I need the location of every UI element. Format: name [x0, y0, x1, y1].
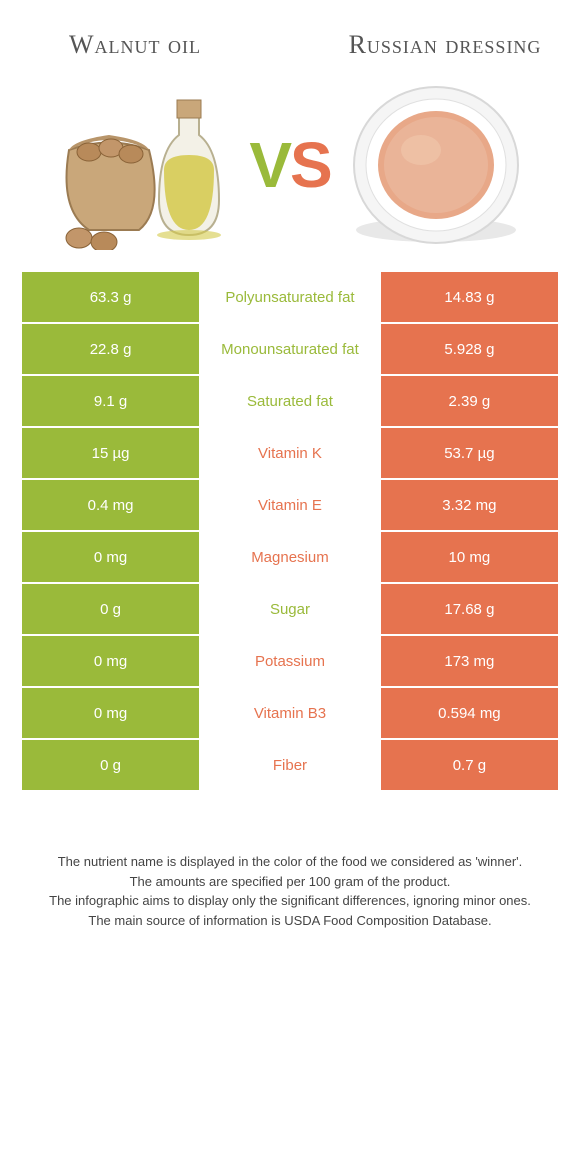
- table-row: 15 µgVitamin K53.7 µg: [21, 427, 559, 479]
- nutrient-label: Vitamin E: [200, 479, 380, 531]
- table-row: 0.4 mgVitamin E3.32 mg: [21, 479, 559, 531]
- table-row: 9.1 gSaturated fat2.39 g: [21, 375, 559, 427]
- footer-notes: The nutrient name is displayed in the co…: [0, 792, 580, 960]
- vs-v: V: [249, 129, 290, 201]
- vs-s: S: [290, 129, 331, 201]
- right-value: 173 mg: [380, 635, 559, 687]
- left-value: 0 mg: [21, 687, 200, 739]
- left-value: 0 mg: [21, 635, 200, 687]
- right-value: 0.7 g: [380, 739, 559, 791]
- right-value: 5.928 g: [380, 323, 559, 375]
- nutrient-label: Magnesium: [200, 531, 380, 583]
- footer-line-4: The main source of information is USDA F…: [40, 911, 540, 931]
- left-value: 15 µg: [21, 427, 200, 479]
- nutrient-label: Fiber: [200, 739, 380, 791]
- header-row: Walnut oil Russian dressing: [0, 0, 580, 70]
- left-value: 0 mg: [21, 531, 200, 583]
- walnut-oil-icon: [49, 80, 239, 250]
- nutrient-label: Vitamin K: [200, 427, 380, 479]
- table-row: 0 gFiber0.7 g: [21, 739, 559, 791]
- table-row: 0 gSugar17.68 g: [21, 583, 559, 635]
- right-value: 17.68 g: [380, 583, 559, 635]
- left-value: 63.3 g: [21, 271, 200, 323]
- vs-label: VS: [249, 128, 330, 202]
- right-value: 10 mg: [380, 531, 559, 583]
- left-value: 0 g: [21, 583, 200, 635]
- nutrient-label: Vitamin B3: [200, 687, 380, 739]
- nutrient-label: Saturated fat: [200, 375, 380, 427]
- nutrient-label: Potassium: [200, 635, 380, 687]
- title-right: Russian dressing: [330, 30, 560, 60]
- images-row: VS: [0, 70, 580, 270]
- table-row: 0 mgVitamin B30.594 mg: [21, 687, 559, 739]
- left-value: 22.8 g: [21, 323, 200, 375]
- russian-dressing-icon: [341, 80, 531, 250]
- right-value: 14.83 g: [380, 271, 559, 323]
- left-value: 0 g: [21, 739, 200, 791]
- right-value: 2.39 g: [380, 375, 559, 427]
- left-value: 9.1 g: [21, 375, 200, 427]
- left-value: 0.4 mg: [21, 479, 200, 531]
- footer-line-2: The amounts are specified per 100 gram o…: [40, 872, 540, 892]
- nutrient-label: Polyunsaturated fat: [200, 271, 380, 323]
- nutrient-table: 63.3 gPolyunsaturated fat14.83 g22.8 gMo…: [20, 270, 560, 792]
- russian-dressing-image: [341, 80, 531, 250]
- footer-line-3: The infographic aims to display only the…: [40, 891, 540, 911]
- title-left: Walnut oil: [20, 30, 250, 60]
- footer-line-1: The nutrient name is displayed in the co…: [40, 852, 540, 872]
- nutrient-label: Sugar: [200, 583, 380, 635]
- right-value: 53.7 µg: [380, 427, 559, 479]
- nutrient-label: Monounsaturated fat: [200, 323, 380, 375]
- right-value: 3.32 mg: [380, 479, 559, 531]
- table-row: 22.8 gMonounsaturated fat5.928 g: [21, 323, 559, 375]
- walnut-oil-image: [49, 80, 239, 250]
- infographic-container: Walnut oil Russian dressing: [0, 0, 580, 960]
- right-value: 0.594 mg: [380, 687, 559, 739]
- table-row: 63.3 gPolyunsaturated fat14.83 g: [21, 271, 559, 323]
- table-row: 0 mgMagnesium10 mg: [21, 531, 559, 583]
- table-row: 0 mgPotassium173 mg: [21, 635, 559, 687]
